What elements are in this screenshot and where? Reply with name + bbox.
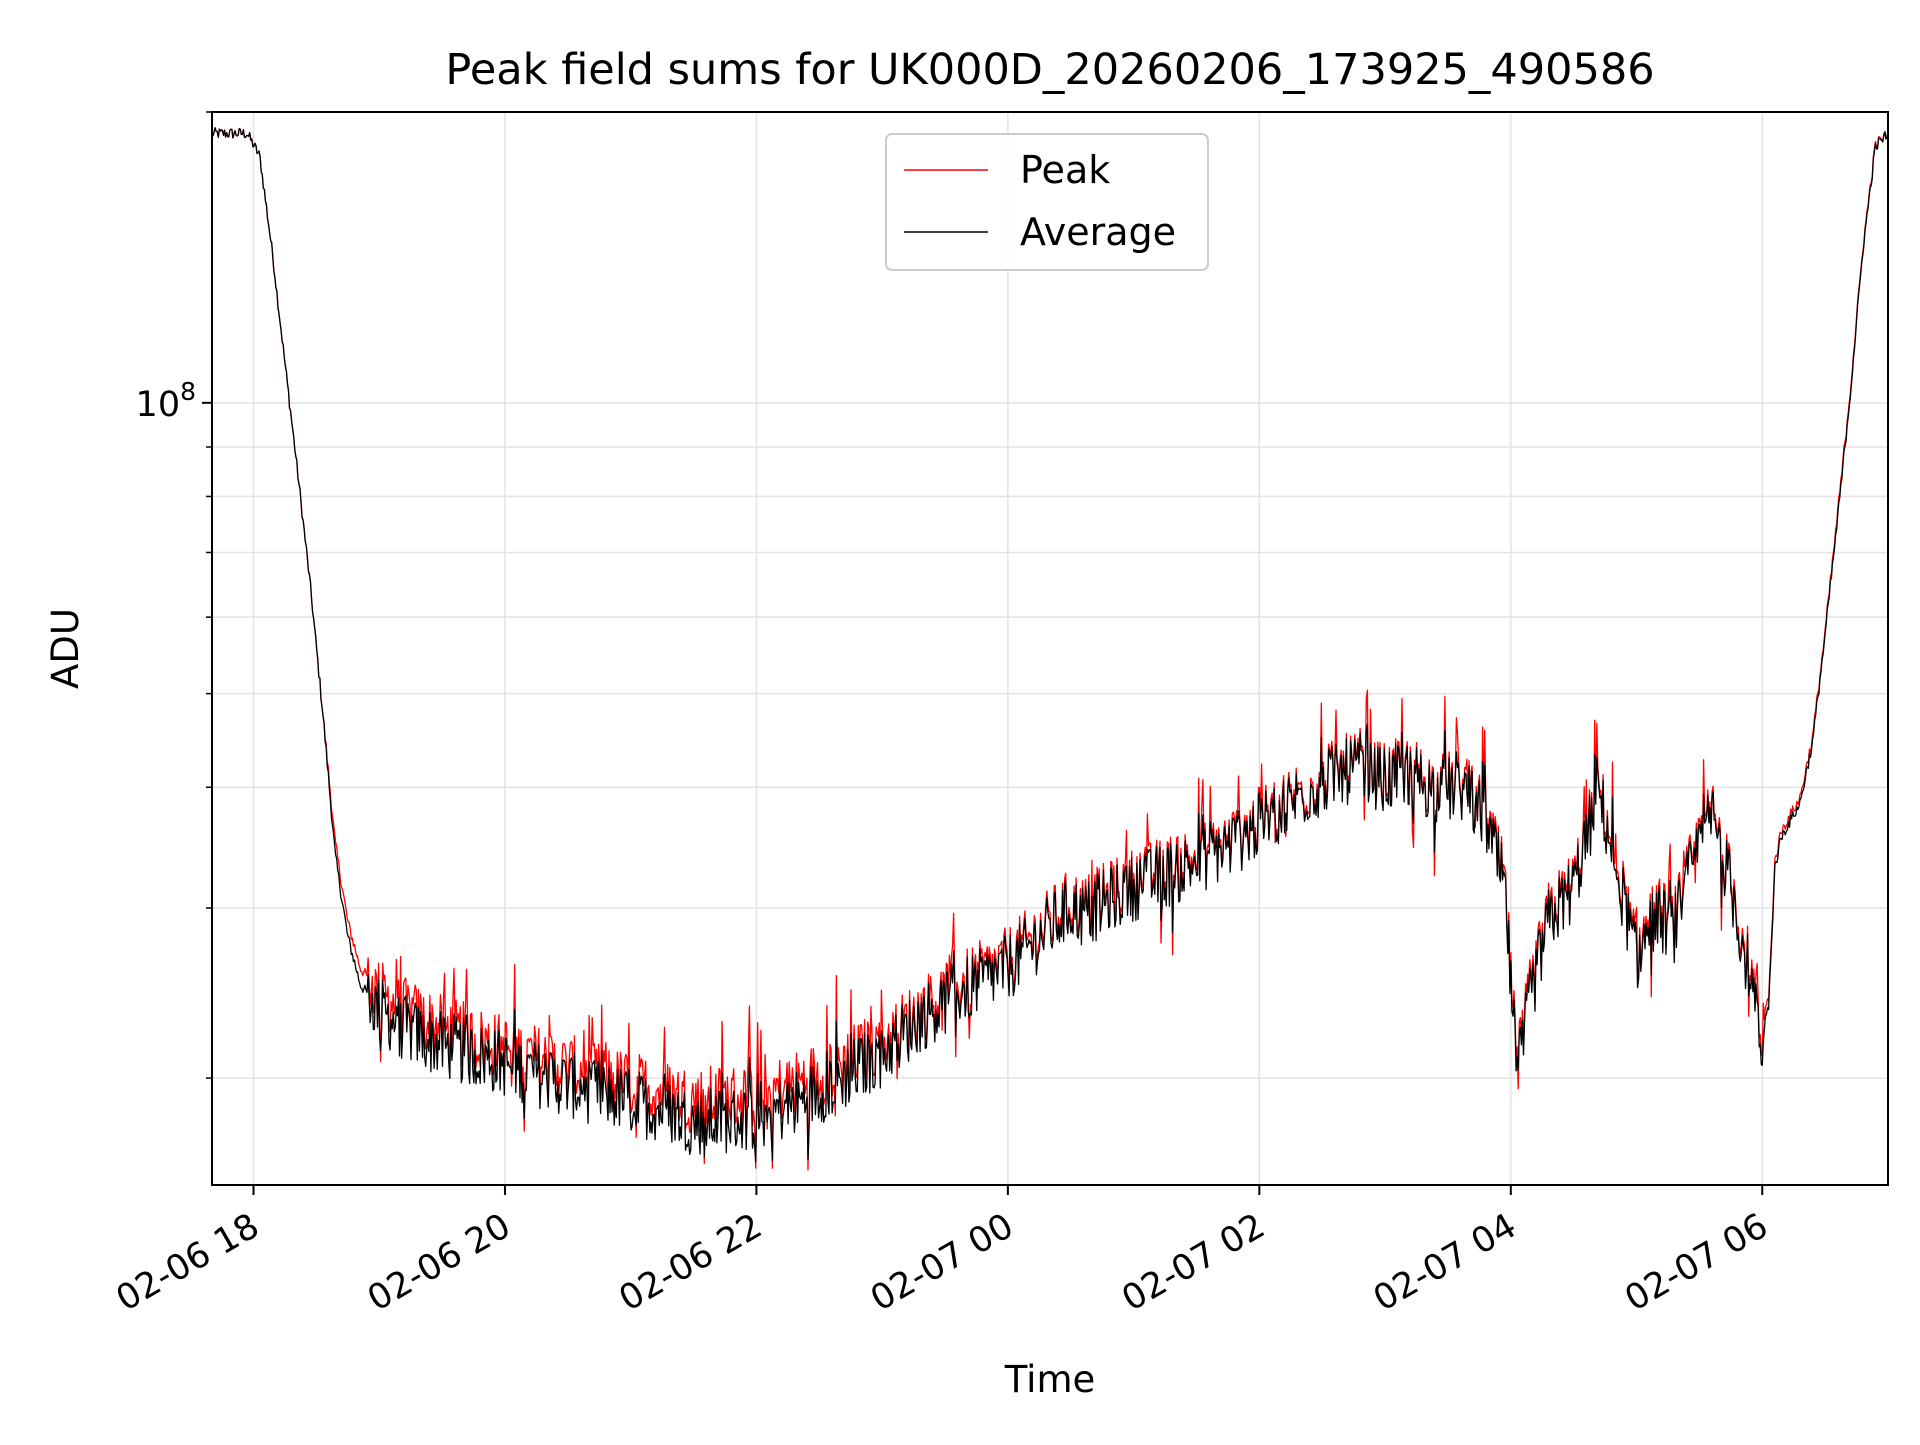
series-line-peak [211, 127, 1889, 1171]
legend: Peak Average [885, 133, 1209, 271]
legend-label-peak: Peak [1020, 148, 1110, 192]
x-tick-label: 02-07 04 [1367, 1206, 1523, 1319]
x-tick-label: 02-06 20 [361, 1206, 517, 1319]
x-tick-label: 02-06 18 [110, 1206, 266, 1319]
tick-layer: 02-06 18 02-06 20 02-06 22 02-07 00 02-07 02… [110, 111, 1775, 1319]
x-tick-label: 02-07 02 [1116, 1206, 1272, 1319]
series-line-average [211, 127, 1889, 1163]
x-tick-label: 02-07 00 [864, 1206, 1020, 1319]
y-axis-label: ADU [44, 608, 87, 689]
legend-label-average: Average [1020, 210, 1176, 254]
plot-frame [211, 111, 1889, 1186]
series-layer [211, 127, 1889, 1171]
legend-box [885, 133, 1209, 271]
x-tick-label: 02-06 22 [613, 1206, 769, 1319]
x-axis-label: Time [1004, 1358, 1096, 1401]
y-tick-label: 108 [136, 377, 196, 425]
chart-title: Peak field sums for UK000D_20260206_1739… [445, 45, 1654, 95]
x-tick-label: 02-07 06 [1618, 1206, 1774, 1319]
